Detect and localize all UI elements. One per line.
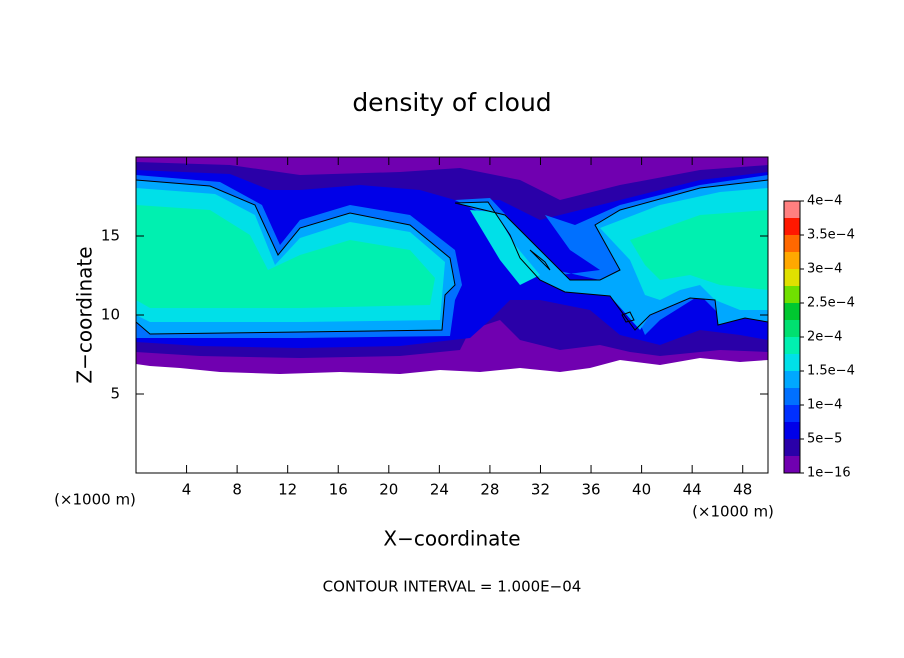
x-tick-label: 4: [182, 481, 192, 499]
colorbar-band: [784, 388, 800, 405]
colorbar-band: [784, 286, 800, 303]
x-tick-label: 12: [278, 481, 297, 499]
y-unit: (×1000 m): [54, 491, 136, 509]
colorbar-label: 2e−4: [807, 330, 842, 345]
x-tick-label: 48: [733, 481, 752, 499]
field-region: [136, 205, 768, 308]
x-axis-label: X−coordinate: [383, 527, 520, 551]
colorbar-band: [784, 456, 800, 473]
colorbar-band: [784, 439, 800, 456]
y-axis-label: Z−coordinate: [73, 246, 97, 383]
x-tick-label: 32: [531, 481, 550, 499]
colorbar-band: [784, 422, 800, 439]
colorbar-band: [784, 218, 800, 235]
colorbar-label: 1e−16: [807, 466, 851, 481]
colorbar-label: 2.5e−4: [807, 296, 855, 311]
x-unit: (×1000 m): [692, 503, 774, 521]
colorbar-band: [784, 354, 800, 371]
colorbar-band: [784, 320, 800, 337]
colorbar-label: 4e−4: [807, 194, 842, 209]
y-tick-label: 10: [101, 306, 120, 324]
x-tick-label: 16: [329, 481, 348, 499]
x-tick-label: 36: [581, 481, 600, 499]
colorbar-band: [784, 371, 800, 388]
colorbar-label: 1e−4: [807, 398, 842, 413]
x-tick-label: 44: [683, 481, 702, 499]
colorbar-band: [784, 252, 800, 269]
colorbar-band: [784, 405, 800, 422]
colorbar-label: 1.5e−4: [807, 364, 855, 379]
colorbar-label: 5e−5: [807, 432, 842, 447]
colorbar-label: 3e−4: [807, 262, 842, 277]
colorbar-band: [784, 337, 800, 354]
x-tick-label: 24: [430, 481, 449, 499]
contour-line: [454, 179, 768, 331]
colorbar-band: [784, 235, 800, 252]
contour-line: [136, 179, 456, 335]
chart-title: density of cloud: [352, 88, 551, 117]
y-tick-label: 5: [110, 385, 120, 403]
x-tick-label: 20: [379, 481, 398, 499]
x-tick-label: 8: [232, 481, 242, 499]
cloud-field: [136, 157, 768, 374]
footnote: CONTOUR INTERVAL = 1.000E−04: [323, 578, 582, 596]
colorbar-band: [784, 303, 800, 320]
colorbar-band: [784, 269, 800, 286]
x-tick-label: 40: [632, 481, 651, 499]
x-tick-label: 28: [480, 481, 499, 499]
y-tick-label: 15: [101, 227, 120, 245]
colorbar-band: [784, 201, 800, 218]
colorbar-label: 3.5e−4: [807, 228, 855, 243]
